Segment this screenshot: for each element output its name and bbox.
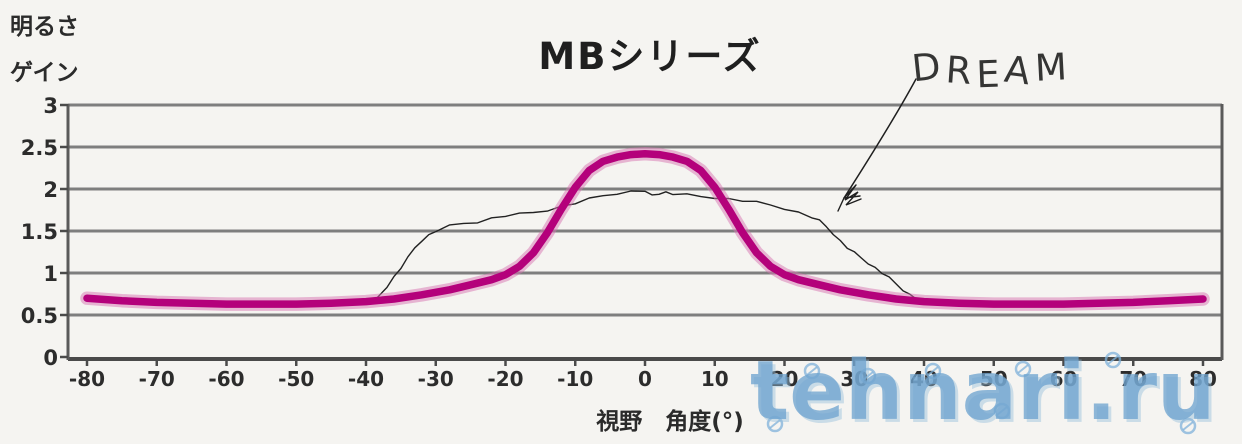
x-tick-label: -40 bbox=[348, 367, 384, 391]
x-tick-label: -60 bbox=[208, 367, 244, 391]
y-tick-label: 2.5 bbox=[21, 136, 58, 160]
watermark-mark-icon bbox=[766, 415, 784, 433]
watermark-mark-icon bbox=[1179, 417, 1197, 435]
x-tick-label: 0 bbox=[638, 367, 652, 391]
dream-letter: A bbox=[1001, 47, 1033, 94]
x-tick-label: 70 bbox=[1119, 367, 1147, 391]
x-tick-label: -50 bbox=[278, 367, 314, 391]
dream-annotation-text: DREAM bbox=[909, 44, 1072, 97]
watermark-mark-icon bbox=[1014, 360, 1032, 378]
x-tick-label: -10 bbox=[557, 367, 593, 391]
watermark-mark-icon bbox=[803, 362, 821, 380]
x-tick-label: 10 bbox=[701, 367, 729, 391]
watermark: tehnari.ru bbox=[750, 344, 1216, 439]
series-dream-curve bbox=[372, 190, 925, 303]
watermark-mark-icon bbox=[993, 402, 1011, 420]
watermark-mark-icon bbox=[806, 366, 818, 376]
x-tick-label: 60 bbox=[1050, 367, 1078, 391]
annotation-arrowhead bbox=[837, 184, 862, 212]
x-tick-label: -70 bbox=[139, 367, 175, 391]
x-axis-title: 視野 角度(°) bbox=[596, 409, 744, 435]
x-tick-label: -20 bbox=[487, 367, 523, 391]
watermark-mark-icon bbox=[1104, 351, 1122, 369]
y-tick-label: 3 bbox=[43, 94, 58, 118]
dream-letter: R bbox=[943, 48, 973, 93]
y-tick-label: 0 bbox=[43, 346, 58, 370]
y-tick-label: 2 bbox=[43, 178, 58, 202]
x-tick-label: 50 bbox=[980, 367, 1008, 391]
watermark-mark-icon bbox=[1182, 421, 1194, 431]
series-mb-curve bbox=[83, 149, 1207, 308]
series-mb-curve-halo bbox=[80, 146, 1210, 311]
y-axis-title-line1: 明るさ bbox=[10, 14, 79, 40]
dream-letter: E bbox=[975, 52, 1001, 97]
y-axis-title-line2: ゲイン bbox=[10, 60, 79, 86]
x-tick-label: -80 bbox=[69, 367, 105, 391]
chart-title: MBシリーズ bbox=[538, 35, 762, 78]
watermark-mark-icon bbox=[859, 367, 877, 385]
dream-letter: M bbox=[1033, 45, 1068, 90]
x-tick-label: -30 bbox=[418, 367, 454, 391]
watermark-mark-icon bbox=[1107, 355, 1119, 365]
annotation-arrow-line bbox=[843, 78, 917, 199]
watermark-mark-icon bbox=[927, 366, 939, 376]
watermark-mark-icon bbox=[996, 406, 1008, 416]
y-axis-title: 明るさ ゲイン bbox=[10, 4, 79, 96]
watermark-mark-icon bbox=[862, 371, 874, 381]
y-tick-label: 1 bbox=[43, 262, 58, 286]
watermark-mark-icon bbox=[769, 419, 781, 429]
x-tick-label: 80 bbox=[1189, 367, 1217, 391]
dream-letter: D bbox=[909, 44, 943, 91]
x-tick-label: 20 bbox=[771, 367, 799, 391]
y-tick-label: 0.5 bbox=[21, 304, 58, 328]
watermark-mark-icon bbox=[924, 362, 942, 380]
watermark-mark-icon bbox=[1017, 364, 1029, 374]
y-tick-label: 1.5 bbox=[21, 220, 58, 244]
